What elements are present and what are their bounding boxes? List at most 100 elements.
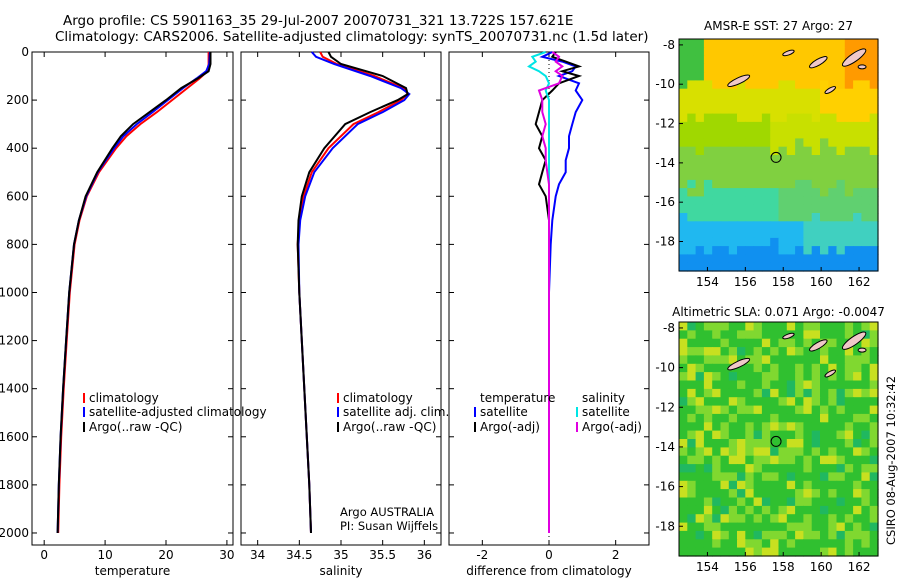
map-cell [695, 539, 705, 549]
map-cell [753, 213, 763, 222]
map-cell [745, 405, 755, 415]
map-y-tick-label: -10 [655, 77, 675, 91]
map-cell [803, 530, 813, 540]
map-cell [679, 138, 688, 148]
map-cell [861, 229, 871, 239]
map-cell [770, 63, 780, 73]
map-cell [728, 497, 738, 507]
map-cell [728, 413, 738, 423]
map-cell [844, 146, 854, 156]
y-tick-label: 600 [6, 189, 29, 203]
map-cell [820, 480, 829, 490]
map-cell [745, 413, 755, 423]
map-cell [811, 113, 821, 123]
map-cell [720, 405, 730, 415]
map-cell [695, 522, 705, 532]
map-cell [803, 221, 813, 231]
map-cell [712, 179, 722, 189]
map-cell [745, 347, 755, 357]
map-cell [687, 514, 697, 524]
map-cell [778, 55, 788, 65]
map-cell [745, 171, 755, 181]
map-cell [687, 413, 697, 423]
map-cell [795, 80, 804, 90]
map-cell [770, 47, 780, 57]
map-cell [778, 213, 788, 222]
map-cell [745, 330, 755, 340]
map-cell [703, 213, 713, 222]
map-cell [820, 522, 829, 532]
map-cell [853, 455, 862, 465]
map-cell [869, 380, 879, 390]
map-cell [737, 105, 746, 115]
map-cell [786, 204, 796, 214]
map-cell [753, 347, 763, 357]
map-cell [712, 347, 722, 357]
x-tick-label-salinity: 34.5 [286, 548, 313, 562]
map-cell [836, 547, 846, 557]
map-cell [778, 347, 788, 357]
map-cell [687, 388, 697, 398]
map-cell [703, 221, 713, 231]
x-tick-label-salinity: 35.5 [369, 548, 396, 562]
map-cell [695, 262, 705, 272]
map-cell [679, 489, 688, 499]
map-cell [820, 138, 829, 148]
map-cell [753, 171, 763, 181]
map-cell [811, 422, 821, 432]
map-cell [679, 55, 688, 65]
map-cell [712, 130, 722, 139]
map-cell [811, 204, 821, 214]
map-cell [737, 439, 746, 448]
map-cell [861, 372, 871, 382]
map-cell [761, 372, 771, 382]
map-cell [687, 489, 697, 499]
map-cell [803, 547, 813, 557]
map-cell [778, 522, 788, 532]
map-cell [720, 130, 730, 139]
map-cell [778, 130, 788, 139]
map-cell [703, 547, 713, 557]
map-cell [761, 113, 771, 123]
map-cell [869, 63, 879, 73]
map-cell [745, 322, 755, 331]
map-cell [703, 338, 713, 348]
map-cell [728, 171, 738, 181]
map-cell [803, 405, 813, 415]
map-cell [820, 455, 829, 465]
map-cell [853, 422, 862, 432]
map-cell [679, 480, 688, 490]
map-cell [828, 88, 838, 98]
map-cell [770, 330, 780, 340]
map-cell [844, 505, 854, 515]
map-cell [853, 505, 862, 515]
map-cell [861, 505, 871, 515]
map-cell [853, 237, 862, 247]
map-cell [853, 380, 862, 390]
map-cell [737, 347, 746, 357]
map-cell [795, 447, 804, 457]
map-cell [869, 547, 879, 557]
map-cell [679, 330, 688, 340]
map-cell [861, 439, 871, 448]
map-cell [828, 138, 838, 148]
map-cell [761, 522, 771, 532]
map-cell [728, 405, 738, 415]
map-cell [836, 455, 846, 465]
map-cell [712, 254, 722, 264]
map-cell [712, 80, 722, 90]
map-cell [786, 505, 796, 515]
y-tick-label: 1000 [0, 285, 29, 299]
map-cell [679, 355, 688, 365]
map-cell [786, 146, 796, 156]
map-cell [720, 80, 730, 90]
legend-header-temperature: temperature [480, 391, 555, 405]
map-cell [861, 322, 871, 331]
map-cell [811, 439, 821, 448]
map-cell [728, 221, 738, 231]
map-cell [720, 455, 730, 465]
map-cell [836, 388, 846, 398]
map-cell [753, 505, 763, 515]
map-cell [828, 63, 838, 73]
